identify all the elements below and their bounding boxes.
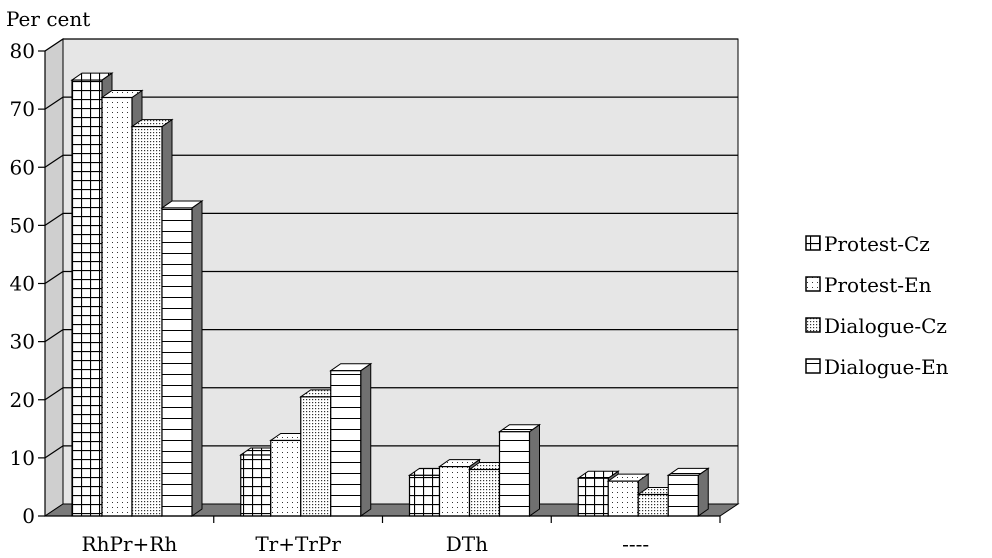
legend-swatch xyxy=(806,359,820,373)
bar-front xyxy=(410,475,440,516)
legend-label: Dialogue-Cz xyxy=(824,314,947,338)
bar-side xyxy=(530,425,540,516)
y-tick-label: 60 xyxy=(10,155,35,179)
bar xyxy=(331,364,371,516)
bar-front xyxy=(241,455,271,516)
y-axis-title: Per cent xyxy=(6,7,90,31)
bar-front xyxy=(500,432,530,516)
bar-front xyxy=(470,470,500,517)
legend-swatch xyxy=(806,277,820,291)
legend-item: Protest-En xyxy=(806,273,932,297)
y-tick-label: 30 xyxy=(10,330,35,354)
y-tick-label: 70 xyxy=(10,97,35,121)
bar-side xyxy=(361,364,371,516)
bar-front xyxy=(132,127,162,516)
bar-side xyxy=(192,201,202,516)
bar-front xyxy=(578,478,608,516)
bar-front xyxy=(331,371,361,516)
legend-item: Dialogue-En xyxy=(806,355,949,379)
bar xyxy=(162,201,202,516)
bar-front xyxy=(72,80,102,516)
y-tick-label: 40 xyxy=(10,272,35,296)
y-tick-labels: 0 10 20 30 40 50 60 70 80 xyxy=(10,39,35,528)
legend-label: Protest-En xyxy=(824,273,932,297)
bar xyxy=(500,425,540,516)
bar-side xyxy=(698,468,708,516)
legend-item: Protest-Cz xyxy=(806,232,930,256)
bar-front xyxy=(102,98,132,517)
y-tick-label: 80 xyxy=(10,39,35,63)
legend-label: Protest-Cz xyxy=(824,232,930,256)
x-tick-label: RhPr+Rh xyxy=(82,532,178,556)
y-tick-label: 0 xyxy=(22,504,35,528)
bar-front xyxy=(608,481,638,516)
bar-front xyxy=(301,397,331,516)
legend-swatch xyxy=(806,236,820,250)
bar-front xyxy=(668,475,698,516)
bar-front xyxy=(440,467,470,516)
legend-swatch xyxy=(806,318,820,332)
bar-front xyxy=(638,494,668,516)
bar-front xyxy=(271,440,301,516)
y-tick-label: 50 xyxy=(10,213,35,237)
x-tick-label: DTh xyxy=(446,532,488,556)
bar-front xyxy=(162,208,192,516)
x-tick-label: ---- xyxy=(622,532,649,556)
legend-item: Dialogue-Cz xyxy=(806,314,947,338)
x-tick-label: Tr+TrPr xyxy=(255,532,341,556)
y-tick-label: 20 xyxy=(10,388,35,412)
legend-label: Dialogue-En xyxy=(824,355,949,379)
legend: Protest-Cz Protest-En Dialogue-Cz Dialogue-… xyxy=(806,232,949,379)
x-tick-labels: RhPr+Rh Tr+TrPr DTh ---- xyxy=(82,532,650,556)
y-tick-label: 10 xyxy=(10,446,35,470)
bar xyxy=(668,468,708,516)
